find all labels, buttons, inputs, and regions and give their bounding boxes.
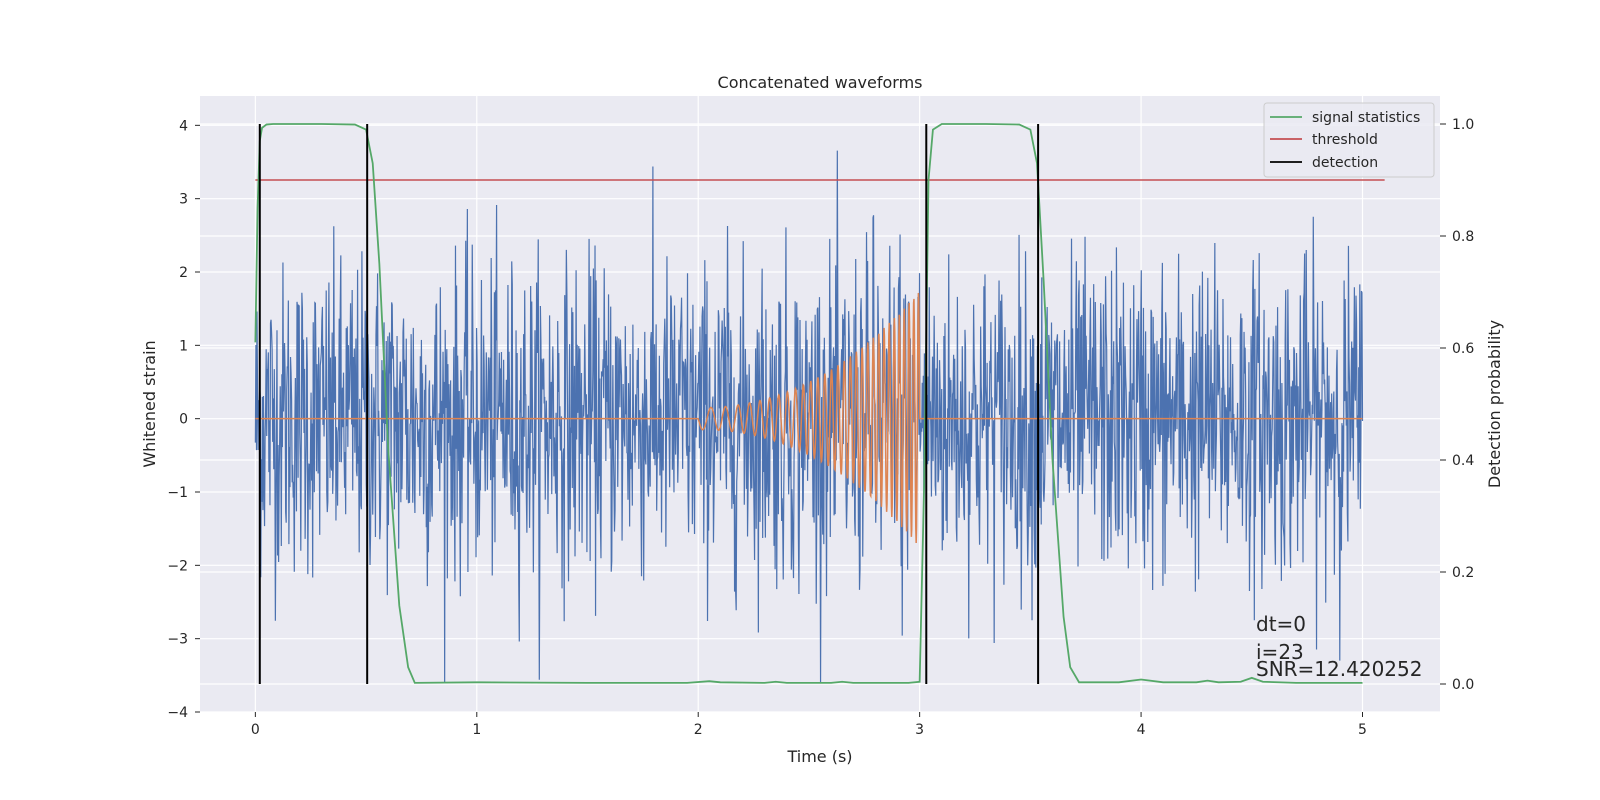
detection-markers <box>258 124 1040 684</box>
x-axis-ticks: 0 1 2 3 4 5 <box>251 712 1367 738</box>
x-tick-label-5: 5 <box>1358 722 1367 738</box>
chart-title: Concatenated waveforms <box>718 73 923 92</box>
x-axis-label: Time (s) <box>786 747 852 766</box>
legend: signal statistics threshold detection <box>1263 102 1435 178</box>
y2-axis-ticks: 0.0 0.2 0.4 0.6 0.8 1.0 <box>1440 117 1474 693</box>
x-tick-label-2: 2 <box>694 722 703 738</box>
x-tick-label-0: 0 <box>251 722 260 738</box>
y2-tick-label-2: 0.4 <box>1452 453 1474 469</box>
legend-box <box>1263 102 1435 178</box>
y-tick-label-5: 1 <box>179 338 188 354</box>
legend-label-signal-statistics: signal statistics <box>1312 110 1420 126</box>
annotation-dt: dt=0 <box>1256 612 1306 636</box>
y2-tick-label-5: 1.0 <box>1452 117 1474 133</box>
y-tick-label-4: 0 <box>179 412 188 428</box>
y2-tick-label-0: 0.0 <box>1452 677 1474 693</box>
y-tick-label-1: −3 <box>167 632 188 648</box>
y-axis-ticks: −4 −3 −2 −1 0 1 2 3 4 <box>167 118 200 721</box>
y2-tick-label-4: 0.8 <box>1452 229 1474 245</box>
y2-tick-label-3: 0.6 <box>1452 341 1474 357</box>
x-tick-label-4: 4 <box>1137 722 1146 738</box>
y2-tick-label-1: 0.2 <box>1452 565 1474 581</box>
legend-label-threshold: threshold <box>1312 132 1378 148</box>
legend-label-detection: detection <box>1312 155 1378 171</box>
signal-statistics-series-line <box>254 123 1363 684</box>
x-tick-label-3: 3 <box>915 722 924 738</box>
y-axis-label: Whitened strain <box>140 340 159 467</box>
y2-axis-label: Detection probability <box>1485 320 1504 488</box>
y-tick-label-8: 4 <box>179 118 188 134</box>
y-tick-label-7: 3 <box>179 192 188 208</box>
template-series-line <box>255 292 1363 543</box>
y-tick-label-6: 2 <box>179 265 188 281</box>
y-tick-label-0: −4 <box>167 705 188 721</box>
annotation-index: i=23 <box>1256 640 1304 664</box>
x-tick-label-1: 1 <box>472 722 481 738</box>
annotation-snr: SNR=12.420252 <box>1256 657 1422 681</box>
y-tick-label-3: −1 <box>167 485 188 501</box>
y-tick-label-2: −2 <box>167 558 188 574</box>
